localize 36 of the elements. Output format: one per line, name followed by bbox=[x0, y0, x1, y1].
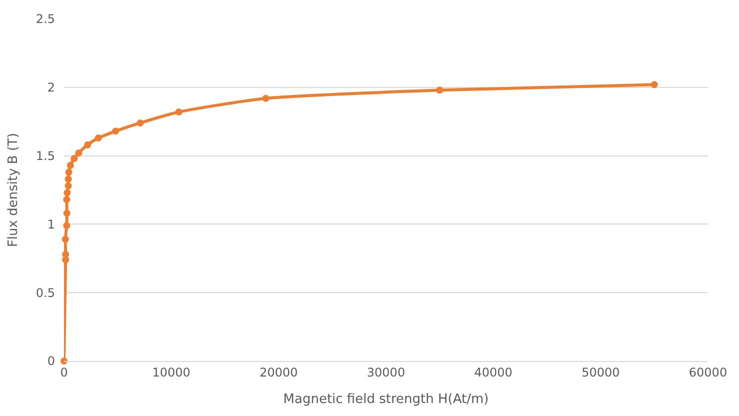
point bbox=[64, 182, 72, 190]
point bbox=[63, 196, 70, 204]
point bbox=[262, 94, 270, 102]
point bbox=[62, 250, 70, 258]
x-tick-label: 50000 bbox=[582, 365, 620, 380]
x-tick-label: 60000 bbox=[688, 365, 728, 380]
point bbox=[63, 222, 70, 230]
x-tick-label: 20000 bbox=[260, 365, 298, 380]
x-axis-title: Magnetic field strength H(At/m) bbox=[283, 392, 489, 407]
point bbox=[75, 150, 82, 157]
x-tick-label: 10000 bbox=[152, 365, 190, 380]
y-tick-label: 1 bbox=[47, 217, 55, 232]
y-axis-title: Flux density B (T) bbox=[6, 132, 21, 248]
y-tick-label: 2 bbox=[47, 80, 55, 95]
x-tick-label: 30000 bbox=[366, 365, 406, 380]
point bbox=[94, 134, 102, 142]
point bbox=[136, 119, 144, 126]
point bbox=[112, 128, 120, 135]
y-tick-label: 2.5 bbox=[36, 12, 55, 26]
point bbox=[63, 210, 70, 217]
point bbox=[66, 162, 74, 169]
point bbox=[65, 168, 72, 176]
point bbox=[175, 108, 182, 116]
point bbox=[64, 189, 71, 196]
x-tick-label: 40000 bbox=[474, 365, 512, 380]
point bbox=[84, 141, 92, 148]
x-tick-label: 0 bbox=[60, 365, 68, 380]
y-tick-label: 0 bbox=[47, 354, 55, 368]
point bbox=[70, 155, 78, 162]
y-tick-label: 0.5 bbox=[36, 286, 55, 300]
point bbox=[60, 358, 68, 364]
point bbox=[62, 236, 69, 243]
point bbox=[64, 176, 72, 183]
y-tick-label: 1.5 bbox=[36, 149, 55, 163]
point bbox=[650, 81, 658, 88]
point bbox=[436, 86, 444, 94]
